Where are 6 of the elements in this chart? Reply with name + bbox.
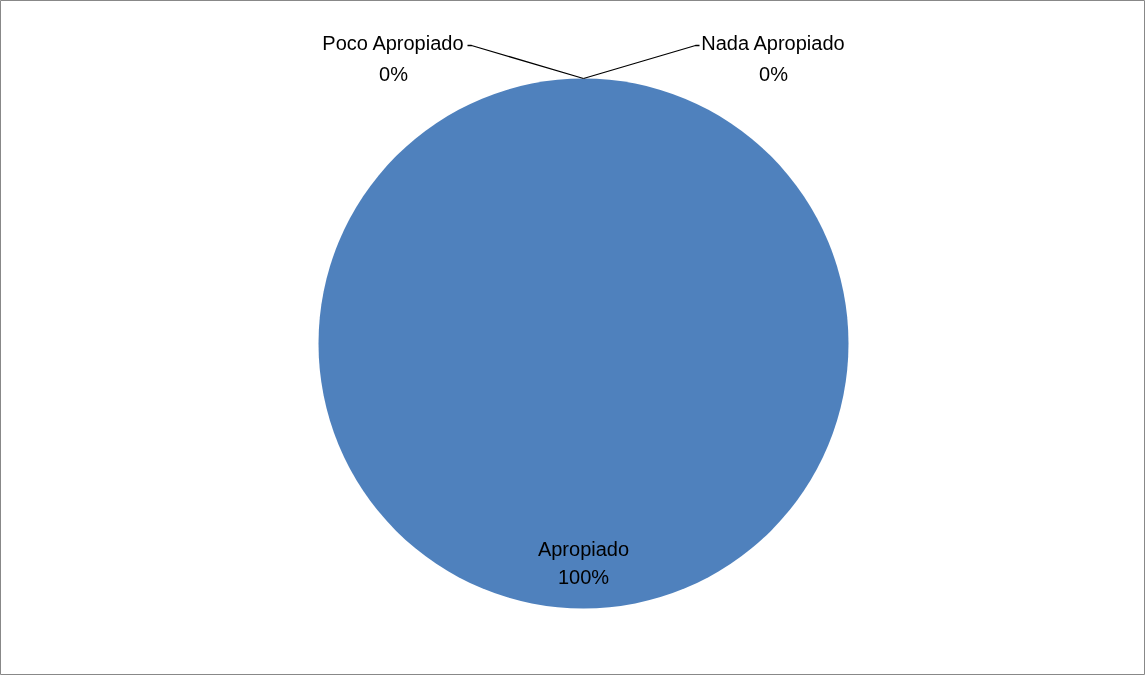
- category-label: Nada Apropiado: [701, 31, 845, 54]
- data-label: 100%: [557, 565, 610, 588]
- text: 0%: [379, 62, 408, 85]
- category-label: Poco Apropiado: [322, 31, 464, 54]
- text: 0%: [759, 62, 788, 85]
- slice-label: Apropiado: [537, 537, 630, 560]
